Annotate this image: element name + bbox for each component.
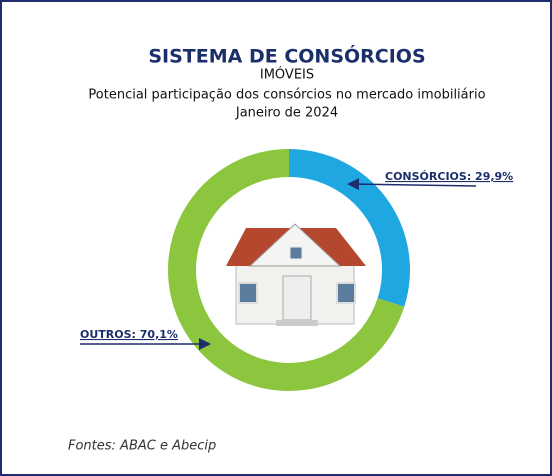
data-label: CONSÓRCIOS: 29,9% [385, 170, 513, 183]
data-label: OUTROS: 70,1% [80, 328, 178, 341]
chart-title: SISTEMA DE CONSÓRCIOS [148, 44, 425, 68]
chart-subtitle: IMÓVEIS [260, 67, 314, 83]
chart-subtitle: Janeiro de 2024 [235, 106, 338, 121]
source-note: Fontes: ABAC e Abecip [68, 439, 216, 454]
leader-arrow [347, 178, 477, 191]
house-illustration [226, 223, 366, 326]
chart-subtitle: Potencial participação dos consórcios no… [88, 88, 485, 103]
